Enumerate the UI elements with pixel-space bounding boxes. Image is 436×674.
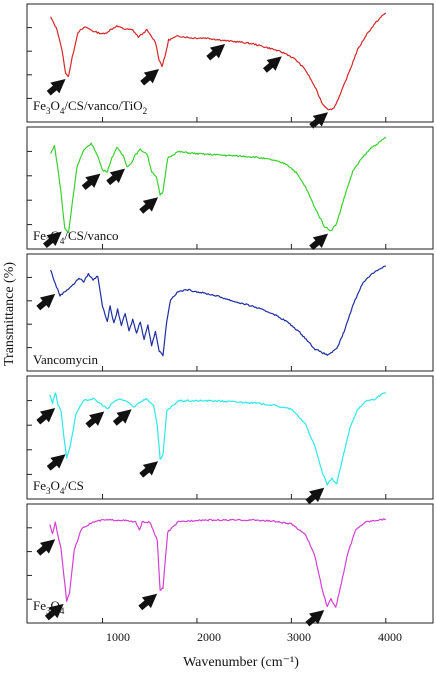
panel-frame-0 (26, 3, 434, 123)
arrow-marker (36, 293, 56, 311)
arrow-marker (85, 411, 105, 428)
panel-frame-1 (26, 126, 434, 250)
panel-frame-3 (26, 375, 434, 500)
arrow-marker (44, 603, 64, 621)
x-axis-label: Wavenumber (cm⁻¹) (183, 655, 299, 670)
arrow-marker (139, 461, 159, 478)
series-line-4 (49, 518, 387, 608)
arrow-marker (305, 487, 325, 505)
arrow-marker (206, 44, 226, 61)
panel-label-4: Fe3O4 (33, 598, 65, 616)
arrow-marker (46, 454, 66, 471)
arrow-marker (81, 173, 101, 191)
arrow-marker (36, 539, 56, 556)
series-line-3 (49, 391, 387, 486)
series-line-0 (50, 12, 387, 111)
panel-label-0: Fe3O4/CS/vanco/TiO2 (33, 98, 147, 116)
y-axis-label: Transmittance (%) (2, 262, 17, 366)
arrow-marker (309, 233, 329, 251)
arrow-marker (305, 609, 325, 627)
series-line-1 (50, 136, 387, 234)
x-tick-label-4000: 4000 (378, 630, 402, 644)
arrow-marker (42, 231, 62, 249)
x-tick-label-3000: 3000 (287, 630, 311, 644)
arrow-marker (262, 56, 282, 73)
arrow-marker (112, 409, 132, 426)
arrow-marker (106, 168, 126, 186)
x-tick-label-2000: 2000 (197, 630, 221, 644)
arrow-marker (140, 69, 160, 86)
panel-frame-4 (26, 503, 434, 624)
arrow-marker (36, 408, 56, 425)
arrow-marker (139, 197, 159, 214)
panel-label-3: Fe3O4/CS (33, 478, 84, 496)
arrow-marker (309, 112, 329, 129)
x-tick-label-1000: 1000 (106, 630, 130, 644)
panel-label-2: Vancomycin (33, 352, 98, 367)
arrow-marker (138, 593, 158, 611)
plot-layer (26, 3, 434, 627)
series-line-2 (50, 265, 386, 357)
panel-frame-2 (26, 253, 434, 372)
arrow-marker (46, 79, 66, 96)
